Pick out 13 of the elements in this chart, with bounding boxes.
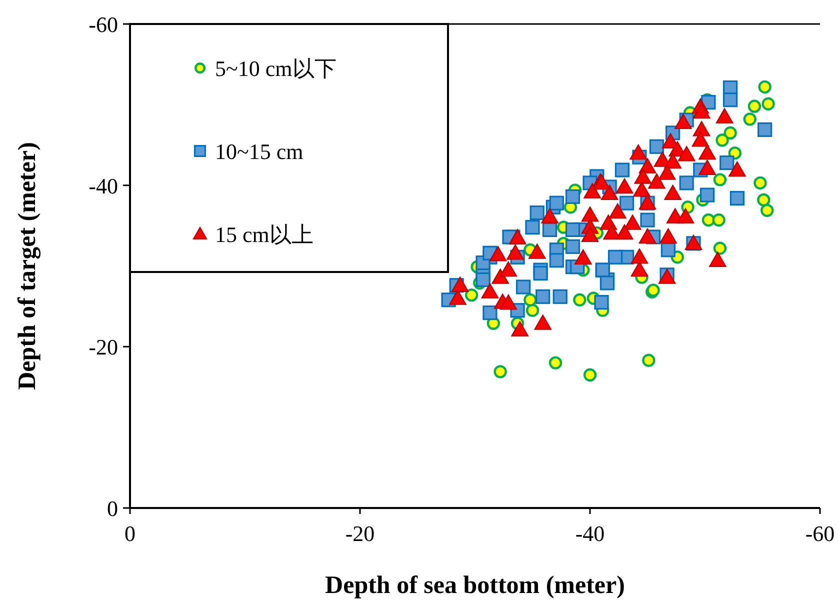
y-tick-label: -20 [88,334,118,360]
y-tick-label: -60 [88,12,118,37]
x-tick-label: -20 [345,521,375,546]
x-tick-label: 0 [124,521,136,546]
x-tick-label: -40 [575,521,605,546]
x-tick-label: -60 [805,521,835,546]
legend-label: 10~15 cm [215,139,304,164]
y-axis-title: Depth of target (meter) [14,142,41,390]
x-axis-title: Depth of sea bottom (meter) [325,572,625,599]
y-tick-label: -40 [88,173,118,198]
legend-label: 5~10 cm以下 [215,56,336,81]
legend-label: 15 cm以上 [215,222,314,247]
y-tick-label: 0 [107,496,118,521]
